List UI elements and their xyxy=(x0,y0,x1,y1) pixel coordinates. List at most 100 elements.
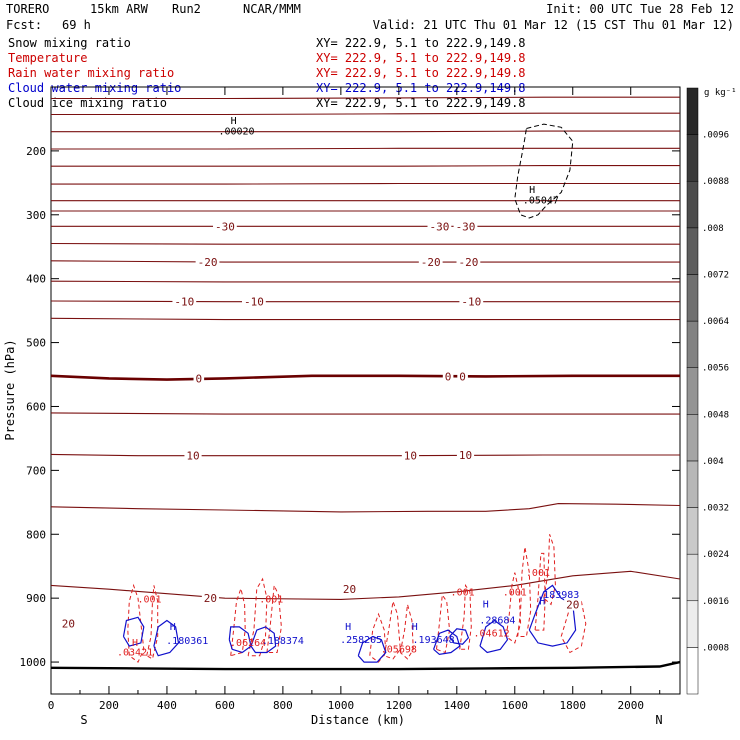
x-tick-label: 1400 xyxy=(444,699,471,712)
contour-label-bg xyxy=(427,220,452,233)
field-xy-range: XY= 222.9, 5.1 to 222.9,149.8 xyxy=(316,81,526,95)
colorbar-segment xyxy=(686,553,699,602)
colorbar-label: .0072 xyxy=(702,270,729,280)
temperature-contour xyxy=(51,147,680,150)
cloud-water-contour xyxy=(357,635,387,663)
rain-contour xyxy=(369,612,387,663)
colorbar-label: .0008 xyxy=(702,643,729,653)
contour-label-bg xyxy=(456,449,475,462)
extremum-label: H xyxy=(412,622,418,633)
valid-time: Valid: 21 UTC Thu 01 Mar 12 (15 CST Thu … xyxy=(373,18,734,32)
x-axis-title: Distance (km) xyxy=(311,713,405,727)
contour-label: -20 xyxy=(421,256,441,269)
x-axis-right-end: N xyxy=(655,713,662,727)
contour-label: 10 xyxy=(404,450,417,463)
field-name: Temperature xyxy=(8,51,87,65)
temperature-contour xyxy=(51,165,680,167)
forecast-hour: 69 h xyxy=(62,18,91,32)
extremum-label: .03421 xyxy=(117,648,153,659)
temperature-contour xyxy=(50,374,680,381)
cloud-water-contour xyxy=(122,616,145,647)
extremum-label: .001 xyxy=(138,595,162,606)
colorbar: g kg⁻¹ .0096 .0088 .008 .0072 .0064 .0056 .004… xyxy=(686,87,737,695)
y-tick-label: 600 xyxy=(26,400,46,413)
y-tick-label: 200 xyxy=(26,145,46,158)
colorbar-label: .0016 xyxy=(702,597,729,607)
y-tick-label: 800 xyxy=(26,528,46,541)
rain-contour xyxy=(436,593,451,654)
y-tick-label: 1000 xyxy=(20,656,47,669)
contour-label-bg xyxy=(201,592,220,605)
x-axis-left-end: S xyxy=(80,713,87,727)
contour-label: -30 xyxy=(429,220,449,233)
colorbar-segment xyxy=(686,414,699,462)
contour-label-bg xyxy=(172,295,197,308)
field-name: Cloud ice mixing ratio xyxy=(8,96,167,110)
axes: 0 200 400 600 800 1000 1200 1400 1600 1800 2000200… xyxy=(20,87,680,712)
extremum-label: .001 xyxy=(259,595,283,606)
temperature-contour xyxy=(50,412,680,415)
extremum-label: .05047 xyxy=(523,195,559,206)
extremum-label: .188374 xyxy=(262,636,304,647)
extrema-labels: H.00020H.05047.001.001.001.001.001H.0342… xyxy=(117,116,579,659)
contour-label-bg xyxy=(453,220,478,233)
x-tick-label: 2000 xyxy=(617,699,644,712)
contour-label-bg xyxy=(340,583,359,596)
contour-label-bg xyxy=(184,449,202,462)
rain-contour xyxy=(383,601,401,660)
rain-contour xyxy=(543,534,556,606)
contour-label: -10 xyxy=(174,296,194,309)
plot-frame xyxy=(50,86,681,695)
x-tick-label: 200 xyxy=(99,699,119,712)
temperature-contour xyxy=(50,242,680,245)
colorbar-segment xyxy=(686,320,699,368)
colorbar-segment xyxy=(686,87,699,135)
contour-label-bg xyxy=(59,617,77,630)
x-tick-label: 1000 xyxy=(328,699,355,712)
rain-contour xyxy=(534,552,546,631)
colorbar-label: .0056 xyxy=(702,364,729,374)
contour-label-bg xyxy=(457,370,468,383)
extremum-label: .05698 xyxy=(381,644,417,655)
colorbar-segment xyxy=(686,507,699,555)
contour-label-bg xyxy=(418,256,443,269)
y-axis-title: Pressure (hPa) xyxy=(3,339,17,440)
x-tick-label: 1600 xyxy=(502,699,529,712)
init-time: Init: 00 UTC Tue 28 Feb 12 xyxy=(546,2,734,16)
header: TORERO 15km ARW Run2 NCAR/MMM Init: 00 U… xyxy=(6,2,734,32)
extremum-label: H xyxy=(132,638,138,649)
colorbar-label: .0032 xyxy=(702,504,729,514)
field-name: Snow mixing ratio xyxy=(8,36,131,50)
model-name: TORERO xyxy=(6,2,49,16)
temperature-contour xyxy=(50,570,681,600)
temperature-contour xyxy=(50,260,680,263)
colorbar-label: .0064 xyxy=(702,317,729,327)
contour-label: 10 xyxy=(186,450,199,463)
contour-label: -10 xyxy=(244,296,264,309)
field-name: Rain water mixing ratio xyxy=(8,66,174,80)
rain-contour xyxy=(399,604,414,660)
cloud-water-contour xyxy=(449,628,470,645)
contour-label-bg xyxy=(564,598,582,611)
model-resolution: 15km ARW xyxy=(90,2,149,16)
temperature-contour xyxy=(50,300,680,303)
contour-labels: -30 -30 -30-20 -20 -20-10 -10 -100 0 010 10 102020… xyxy=(59,220,582,631)
temperature-contour xyxy=(50,453,680,457)
colorbar-label: .0096 xyxy=(702,131,729,141)
field-name: Cloud water mixing ratio xyxy=(8,81,181,95)
extremum-label: .180361 xyxy=(166,636,208,647)
forecast-label: Fcst: xyxy=(6,18,42,32)
rain-contour xyxy=(560,597,587,654)
cloud-water-contour xyxy=(250,626,277,654)
extremum-label: .001 xyxy=(503,588,527,599)
extremum-label: .193648 xyxy=(413,635,455,646)
extremum-label: H xyxy=(539,597,545,608)
colorbar-segment xyxy=(686,227,699,275)
x-tick-label: 0 xyxy=(48,699,55,712)
rain-contour xyxy=(505,572,522,644)
contour-label: 0 xyxy=(459,370,466,383)
contour-label-bg xyxy=(195,256,220,269)
contour-label: 20 xyxy=(204,592,217,605)
x-tick-label: 1200 xyxy=(386,699,413,712)
